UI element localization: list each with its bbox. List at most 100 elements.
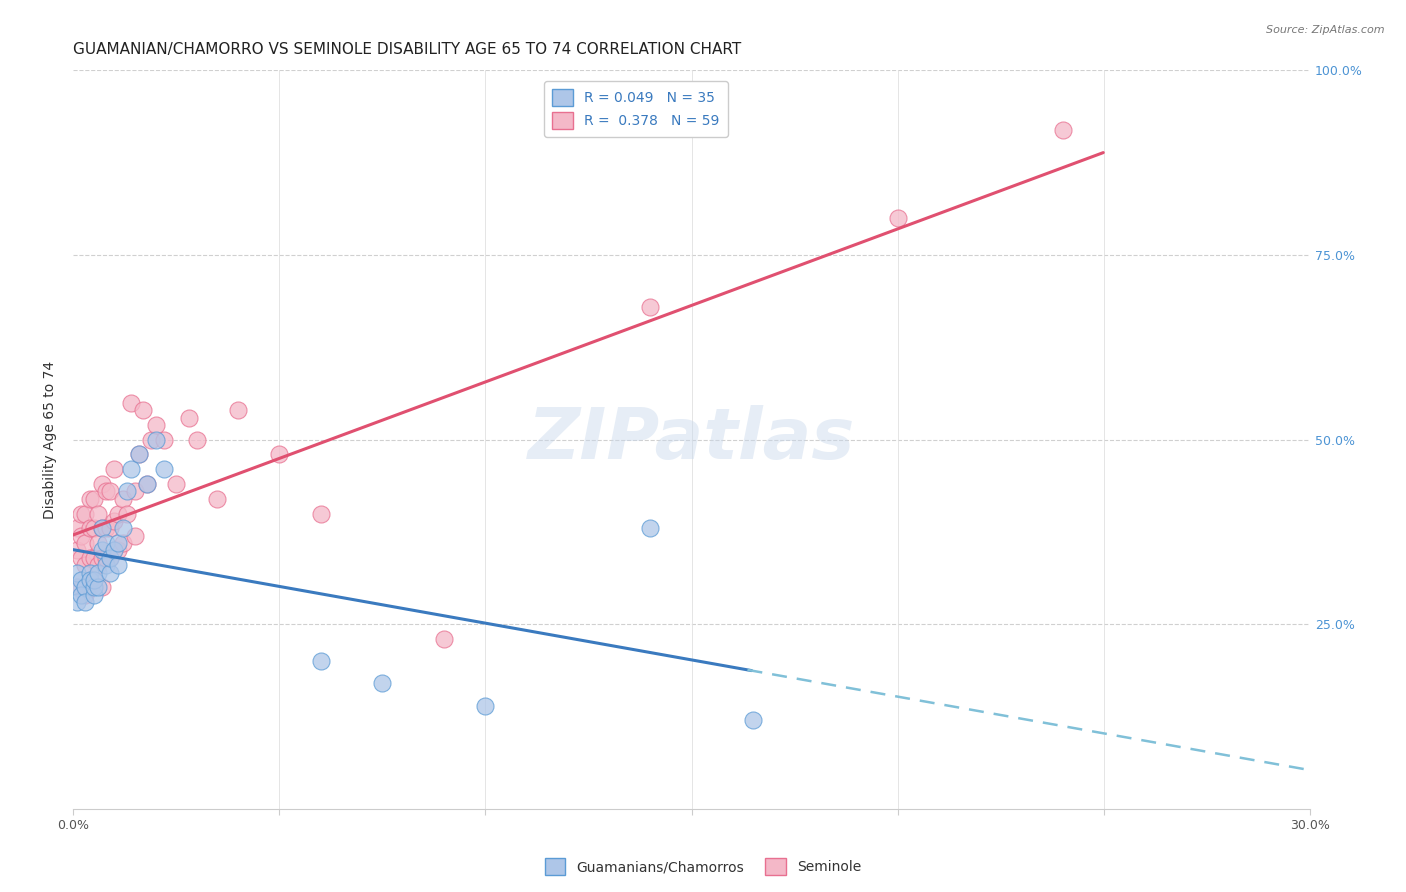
Point <box>474 698 496 713</box>
Point <box>87 566 110 580</box>
Point <box>207 491 229 506</box>
Point <box>103 462 125 476</box>
Point <box>186 433 208 447</box>
Point <box>70 529 93 543</box>
Point <box>120 396 142 410</box>
Point <box>66 595 89 609</box>
Point <box>75 558 97 573</box>
Point <box>124 529 146 543</box>
Point <box>128 448 150 462</box>
Point <box>309 507 332 521</box>
Point <box>107 536 129 550</box>
Point <box>70 573 93 587</box>
Legend: R = 0.049   N = 35, R =  0.378   N = 59: R = 0.049 N = 35, R = 0.378 N = 59 <box>544 81 728 137</box>
Point <box>75 595 97 609</box>
Text: GUAMANIAN/CHAMORRO VS SEMINOLE DISABILITY AGE 65 TO 74 CORRELATION CHART: GUAMANIAN/CHAMORRO VS SEMINOLE DISABILIT… <box>73 42 741 57</box>
Point <box>87 536 110 550</box>
Point <box>83 573 105 587</box>
Point <box>79 566 101 580</box>
Point <box>91 550 114 565</box>
Point <box>91 543 114 558</box>
Point <box>94 550 117 565</box>
Point <box>91 477 114 491</box>
Point <box>120 462 142 476</box>
Point <box>75 536 97 550</box>
Point <box>87 581 110 595</box>
Point <box>107 543 129 558</box>
Point <box>98 521 121 535</box>
Point <box>66 543 89 558</box>
Point <box>91 521 114 535</box>
Point <box>87 507 110 521</box>
Point <box>1052 122 1074 136</box>
Point <box>103 543 125 558</box>
Point <box>79 491 101 506</box>
Point <box>83 581 105 595</box>
Point <box>79 581 101 595</box>
Point <box>94 521 117 535</box>
Point <box>79 521 101 535</box>
Point <box>75 581 97 595</box>
Point <box>141 433 163 447</box>
Point <box>640 521 662 535</box>
Point <box>111 521 134 535</box>
Point <box>887 211 910 226</box>
Point <box>83 588 105 602</box>
Point <box>87 558 110 573</box>
Y-axis label: Disability Age 65 to 74: Disability Age 65 to 74 <box>44 360 58 519</box>
Legend: Guamanians/Chamorros, Seminole: Guamanians/Chamorros, Seminole <box>538 853 868 880</box>
Point <box>79 550 101 565</box>
Point <box>115 507 138 521</box>
Point <box>103 543 125 558</box>
Point <box>66 581 89 595</box>
Point <box>153 433 176 447</box>
Point <box>433 632 456 646</box>
Point <box>103 514 125 528</box>
Point <box>70 588 93 602</box>
Point <box>371 676 394 690</box>
Point <box>66 566 89 580</box>
Point <box>640 300 662 314</box>
Point <box>128 448 150 462</box>
Point <box>115 484 138 499</box>
Point <box>145 433 167 447</box>
Point <box>269 448 291 462</box>
Text: Source: ZipAtlas.com: Source: ZipAtlas.com <box>1267 25 1385 35</box>
Point <box>98 484 121 499</box>
Point <box>83 550 105 565</box>
Point <box>70 507 93 521</box>
Point <box>75 507 97 521</box>
Point <box>98 550 121 565</box>
Point <box>153 462 176 476</box>
Point <box>91 581 114 595</box>
Point <box>98 550 121 565</box>
Point <box>124 484 146 499</box>
Point <box>70 550 93 565</box>
Point <box>83 573 105 587</box>
Point <box>98 566 121 580</box>
Point <box>177 410 200 425</box>
Point <box>111 536 134 550</box>
Point <box>94 558 117 573</box>
Point <box>66 581 89 595</box>
Point <box>94 484 117 499</box>
Point <box>132 403 155 417</box>
Point <box>107 507 129 521</box>
Point <box>83 521 105 535</box>
Point <box>91 521 114 535</box>
Point <box>165 477 187 491</box>
Point <box>145 417 167 432</box>
Text: ZIPatlas: ZIPatlas <box>527 405 855 475</box>
Point <box>107 558 129 573</box>
Point <box>75 588 97 602</box>
Point <box>742 714 765 728</box>
Point <box>309 654 332 668</box>
Point <box>94 536 117 550</box>
Point <box>79 573 101 587</box>
Point <box>66 521 89 535</box>
Point <box>136 477 159 491</box>
Point <box>111 491 134 506</box>
Point <box>226 403 249 417</box>
Point <box>136 477 159 491</box>
Point <box>83 491 105 506</box>
